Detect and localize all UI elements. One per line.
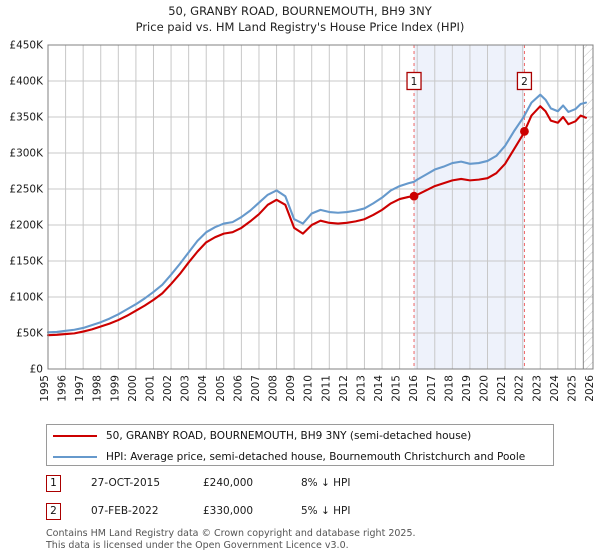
svg-text:2: 2: [521, 76, 528, 88]
transaction-badge-2: 2: [46, 502, 61, 520]
highlight-band-layer: [414, 45, 525, 369]
transaction-price-2: £330,000: [203, 505, 254, 517]
transaction-markers: [409, 127, 529, 201]
transaction-delta-1: 8% ↓ HPI: [301, 477, 351, 489]
svg-text:2004: 2004: [197, 375, 209, 402]
svg-text:2022: 2022: [514, 375, 526, 402]
chart-svg: £0 £50K £100K £150K £200K £250K £300K £350K £400…: [9, 40, 596, 402]
transaction-row-2: 2 07-FEB-2022 £330,000 5% ↓ HPI: [46, 500, 350, 522]
legend-item-property: 50, GRANBY ROAD, BOURNEMOUTH, BH9 3NY (s…: [47, 425, 553, 446]
svg-text:2018: 2018: [443, 375, 455, 402]
svg-text:£100K: £100K: [9, 292, 44, 304]
y-axis-labels: £0 £50K £100K £150K £200K £250K £300K £350K £400…: [9, 40, 44, 376]
svg-text:£450K: £450K: [9, 40, 44, 52]
svg-text:2009: 2009: [285, 375, 297, 402]
svg-text:2002: 2002: [162, 375, 174, 402]
footer-line-1: Contains HM Land Registry data © Crown c…: [46, 528, 416, 539]
svg-text:2020: 2020: [479, 375, 491, 402]
svg-text:£350K: £350K: [9, 112, 44, 124]
svg-text:2013: 2013: [355, 375, 367, 402]
transaction-date-1: 27-OCT-2015: [91, 477, 160, 489]
title-line-1: 50, GRANBY ROAD, BOURNEMOUTH, BH9 3NY: [168, 4, 432, 18]
svg-text:2025: 2025: [566, 375, 578, 402]
svg-text:1: 1: [411, 76, 418, 88]
svg-text:2024: 2024: [549, 375, 561, 402]
footer-line-2: This data is licensed under the Open Gov…: [46, 539, 349, 551]
svg-text:2016: 2016: [408, 375, 420, 402]
svg-text:2005: 2005: [215, 375, 227, 402]
svg-text:2000: 2000: [127, 375, 139, 402]
projection-hatch: [582, 45, 593, 369]
transaction-delta-2: 5% ↓ HPI: [301, 505, 351, 517]
transaction-vlines: [413, 45, 525, 369]
price-history-chart: £0 £50K £100K £150K £200K £250K £300K £350K £400…: [0, 38, 600, 406]
svg-text:1999: 1999: [109, 375, 121, 402]
gridlines: [47, 44, 594, 370]
svg-text:2001: 2001: [144, 375, 156, 402]
plot-frame: [47, 44, 594, 370]
transaction-row-1: 1 27-OCT-2015 £240,000 8% ↓ HPI: [46, 472, 350, 494]
svg-text:2026: 2026: [584, 375, 596, 402]
svg-text:£250K: £250K: [9, 184, 44, 196]
legend-label-hpi: HPI: Average price, semi-detached house,…: [106, 450, 526, 463]
svg-text:2011: 2011: [320, 375, 332, 402]
svg-text:£0: £0: [30, 364, 43, 376]
svg-text:2010: 2010: [303, 375, 315, 402]
svg-text:2012: 2012: [338, 375, 350, 402]
chart-legend: 50, GRANBY ROAD, BOURNEMOUTH, BH9 3NY (s…: [46, 424, 554, 466]
x-axis-labels: 1995 1996 1997 1998 1999 2000 2001 2002 2003 2004…: [39, 375, 596, 402]
legend-item-hpi: HPI: Average price, semi-detached house,…: [47, 446, 553, 467]
svg-text:£200K: £200K: [9, 220, 44, 232]
svg-text:2015: 2015: [391, 375, 403, 402]
transaction-badge-1: 1: [46, 474, 61, 492]
svg-text:1997: 1997: [74, 375, 86, 402]
svg-text:£150K: £150K: [9, 256, 44, 268]
legend-label-property: 50, GRANBY ROAD, BOURNEMOUTH, BH9 3NY (s…: [106, 429, 472, 442]
legend-swatch-property-icon: [53, 434, 97, 437]
svg-text:2008: 2008: [268, 375, 280, 402]
transaction-date-2: 07-FEB-2022: [91, 505, 159, 517]
svg-text:£400K: £400K: [9, 76, 44, 88]
svg-text:2003: 2003: [180, 375, 192, 402]
svg-text:2014: 2014: [373, 375, 385, 402]
svg-text:2017: 2017: [426, 375, 438, 402]
svg-text:£300K: £300K: [9, 148, 44, 160]
page-title: 50, GRANBY ROAD, BOURNEMOUTH, BH9 3NY Pr…: [0, 0, 600, 35]
svg-text:2021: 2021: [496, 375, 508, 402]
title-line-2: Price paid vs. HM Land Registry's House …: [135, 20, 465, 34]
svg-text:2007: 2007: [250, 375, 262, 402]
svg-text:2023: 2023: [531, 375, 543, 402]
svg-text:1995: 1995: [39, 375, 51, 402]
svg-text:2019: 2019: [461, 375, 473, 402]
svg-text:£50K: £50K: [16, 328, 44, 340]
legend-swatch-hpi-icon: [53, 455, 97, 458]
transaction-price-1: £240,000: [203, 477, 254, 489]
svg-text:2006: 2006: [232, 375, 244, 402]
svg-text:1996: 1996: [57, 375, 69, 402]
attribution-footer: Contains HM Land Registry data © Crown c…: [46, 528, 586, 551]
svg-text:1998: 1998: [92, 375, 104, 402]
